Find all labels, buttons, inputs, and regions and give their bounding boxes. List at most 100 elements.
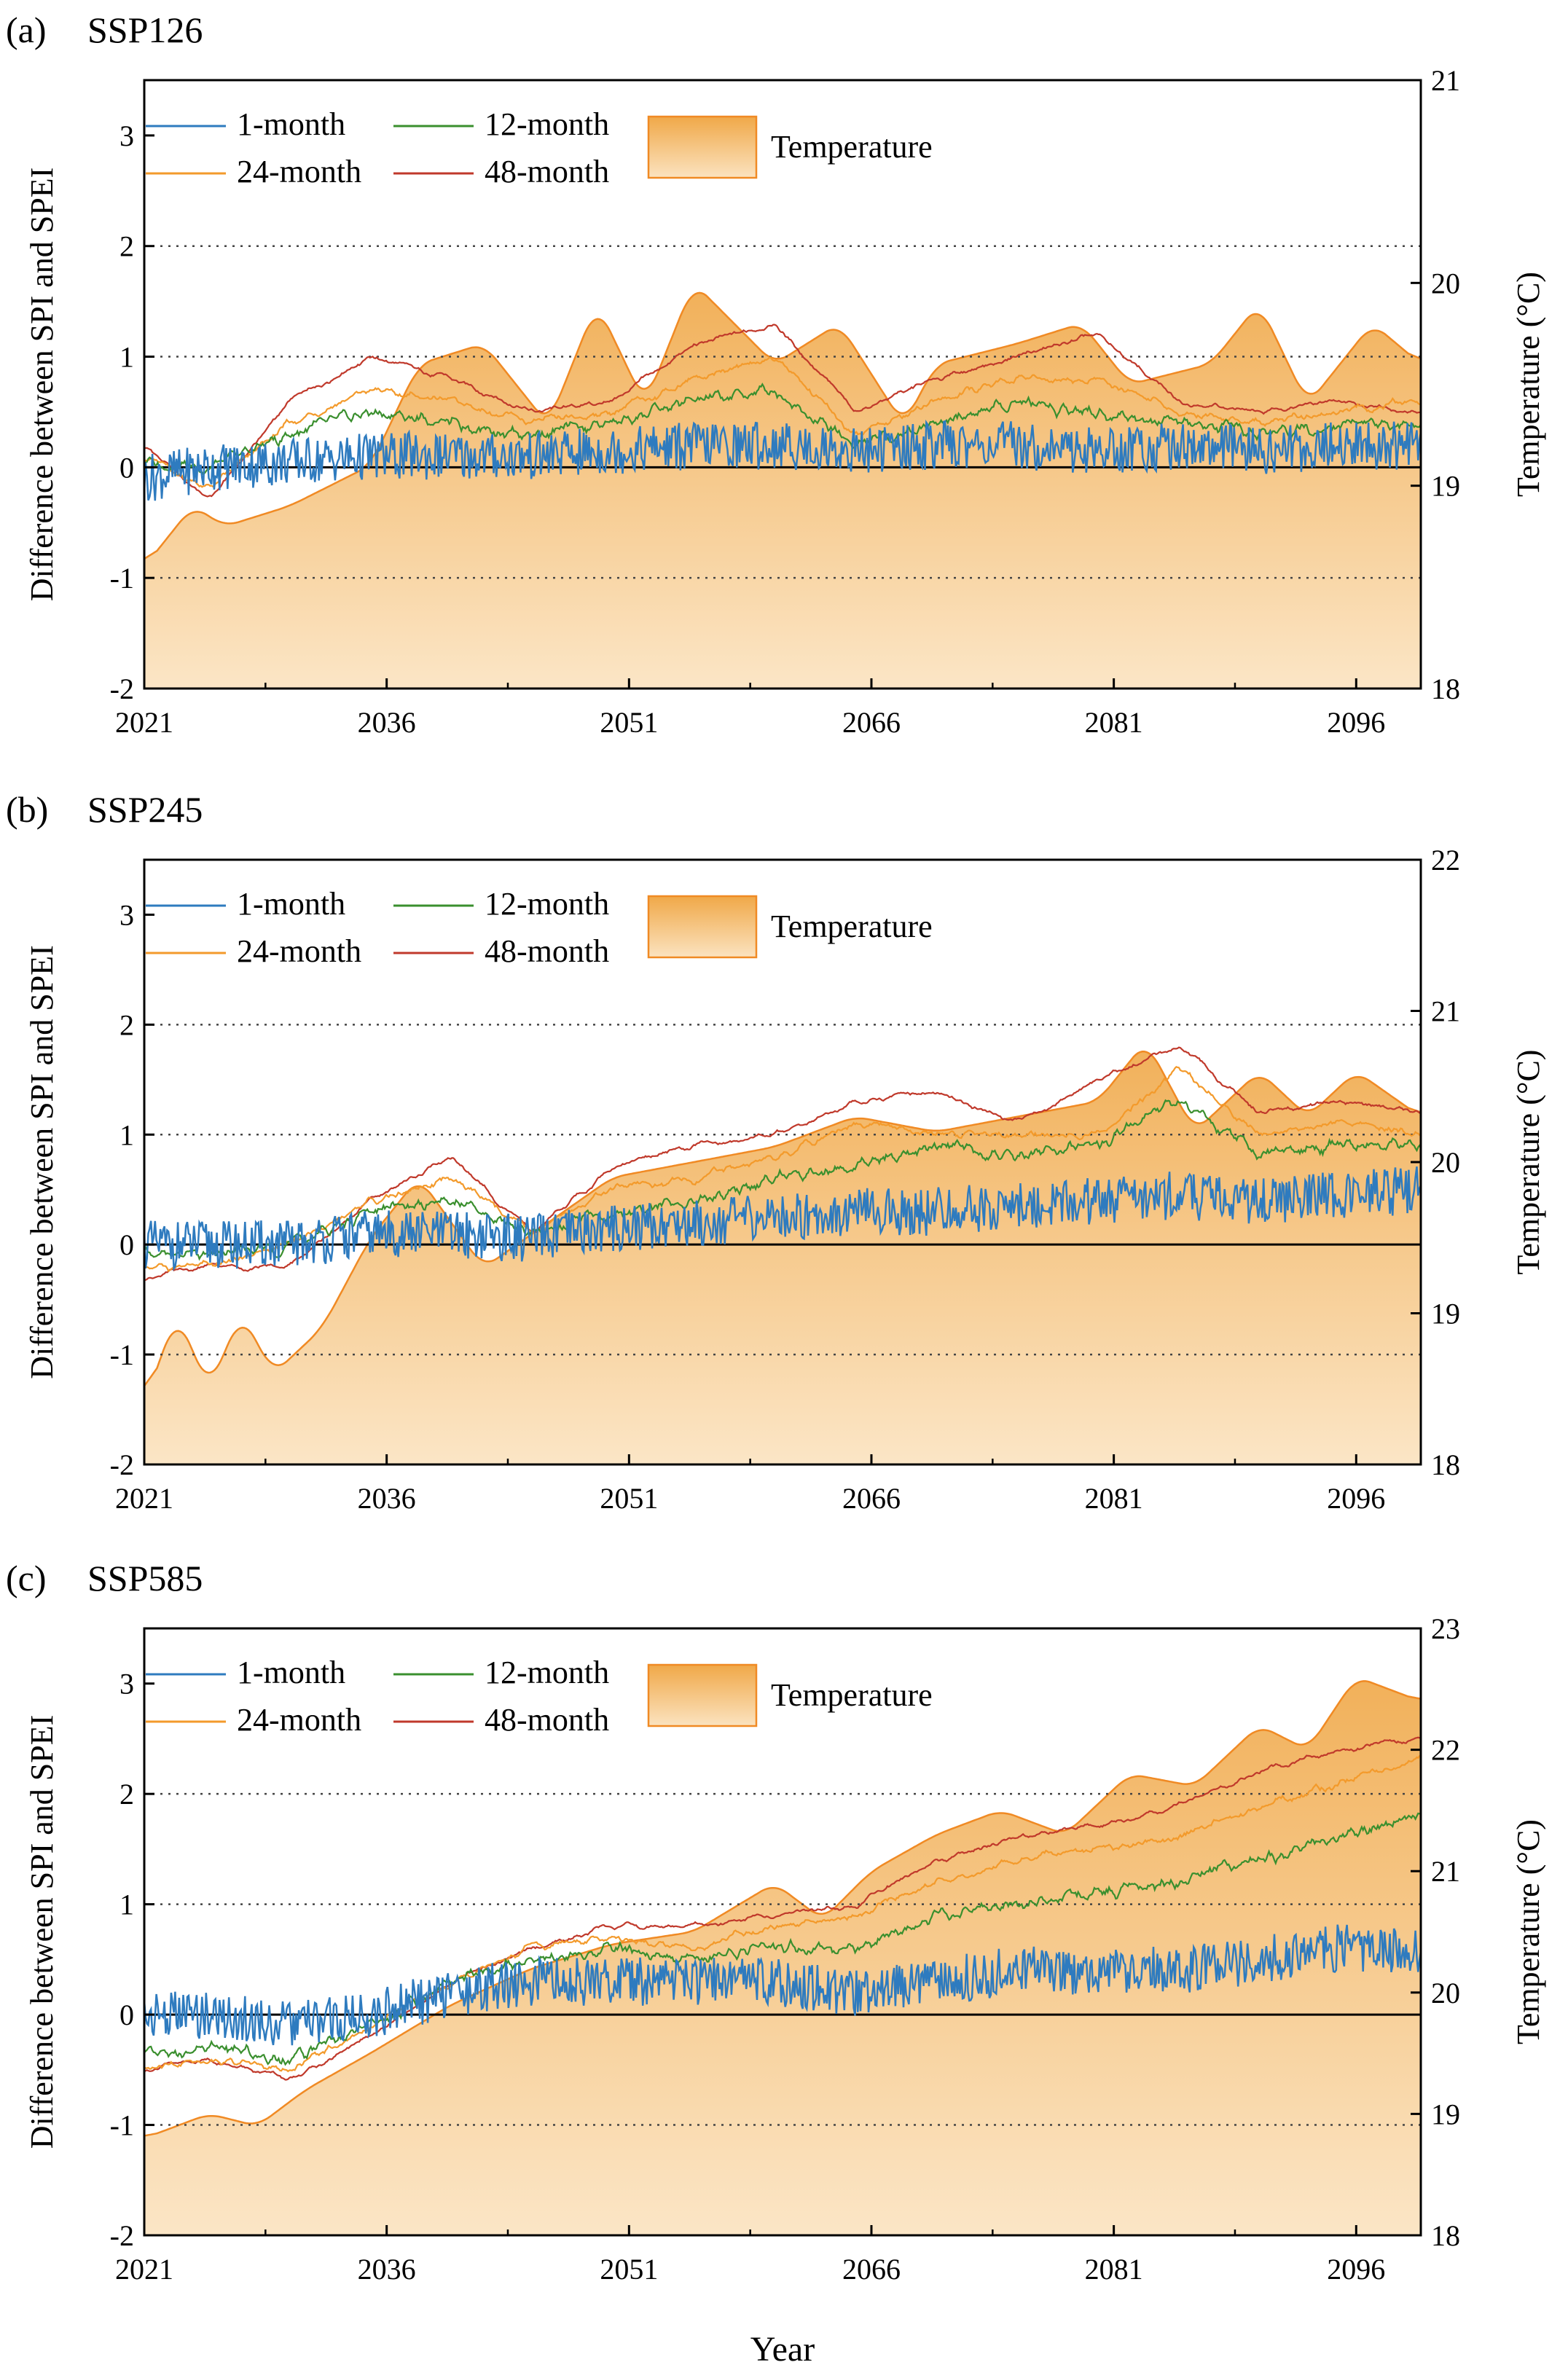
y2-tick-label: 20 xyxy=(1431,1977,1460,2009)
y2-axis-label: Temperature (°C) xyxy=(1510,1819,1546,2044)
y2-tick-label: 23 xyxy=(1431,1612,1460,1645)
y2-tick-label: 18 xyxy=(1431,1448,1460,1481)
y-tick-label: -2 xyxy=(110,1448,134,1481)
y-tick-label: 1 xyxy=(119,341,134,374)
legend-label: 12-month xyxy=(485,106,609,142)
series-line-48-month xyxy=(144,323,1422,498)
legend-swatch-temperature xyxy=(647,895,758,959)
x-tick-label: 2096 xyxy=(1327,2253,1385,2286)
y-axis-label: Difference between SPI and SPEI xyxy=(24,168,60,601)
panel-label: (c) xyxy=(6,1558,47,1599)
legend-label: Temperature xyxy=(771,1677,933,1713)
y2-tick-label: 19 xyxy=(1431,2098,1460,2130)
y2-tick-label: 19 xyxy=(1431,470,1460,503)
x-tick-label: 2051 xyxy=(600,1482,658,1515)
x-tick-label: 2021 xyxy=(115,2253,173,2286)
temperature-area xyxy=(143,291,1422,690)
y-tick-label: 3 xyxy=(119,1668,134,1701)
y2-tick-label: 18 xyxy=(1431,672,1460,705)
legend-label: Temperature xyxy=(771,129,933,165)
x-tick-label: 2051 xyxy=(600,2253,658,2286)
legend-swatch-temperature xyxy=(647,1663,758,1727)
series-line-48-month xyxy=(144,1736,1422,2081)
temperature-area xyxy=(143,1050,1422,1466)
y-tick-label: 1 xyxy=(119,1888,134,1921)
legend-label: 1-month xyxy=(237,1655,345,1690)
x-tick-label: 2081 xyxy=(1085,1482,1143,1515)
y-tick-label: -2 xyxy=(110,672,134,705)
series-line-48-month xyxy=(144,1046,1422,1282)
panel-title: SSP126 xyxy=(87,9,203,50)
x-tick-label: 2036 xyxy=(358,706,416,739)
panel-label: (a) xyxy=(6,9,47,50)
temperature-area xyxy=(143,1680,1422,2237)
plot-frame xyxy=(143,1627,1422,2237)
y2-tick-label: 22 xyxy=(1431,1734,1460,1767)
y-axis-label: Difference between SPI and SPEI xyxy=(24,945,60,1378)
legend-swatch-temperature xyxy=(647,115,758,179)
y-tick-label: 2 xyxy=(119,1008,134,1041)
x-tick-label: 2081 xyxy=(1085,2253,1143,2286)
y2-tick-label: 22 xyxy=(1431,844,1460,876)
x-tick-label: 2066 xyxy=(842,1482,901,1515)
x-tick-label: 2036 xyxy=(358,2253,416,2286)
series-line-12-month xyxy=(144,1099,1422,1261)
x-tick-label: 2081 xyxy=(1085,706,1143,739)
y2-tick-label: 20 xyxy=(1431,1146,1460,1179)
y-tick-label: -1 xyxy=(110,2109,134,2142)
y2-tick-label: 19 xyxy=(1431,1298,1460,1330)
series-line-1-month xyxy=(143,1924,1422,2046)
series-line-24-month xyxy=(144,1754,1422,2073)
series-line-12-month xyxy=(143,383,1422,476)
y2-tick-label: 21 xyxy=(1431,64,1460,97)
y-tick-label: 3 xyxy=(119,898,134,931)
series-line-24-month xyxy=(144,356,1422,488)
legend-label: Temperature xyxy=(771,909,933,944)
y2-axis-label: Temperature (°C) xyxy=(1510,1050,1546,1275)
y-tick-label: 0 xyxy=(119,1228,134,1261)
y2-tick-label: 18 xyxy=(1431,2219,1460,2252)
y-tick-label: -1 xyxy=(110,562,134,595)
panel-title: SSP585 xyxy=(87,1558,203,1599)
y-tick-label: 3 xyxy=(119,119,134,152)
legend-label: 24-month xyxy=(237,933,361,969)
y-tick-label: -1 xyxy=(110,1338,134,1371)
x-tick-label: 2096 xyxy=(1327,706,1385,739)
x-axis-label: Year xyxy=(750,2330,815,2369)
x-tick-label: 2066 xyxy=(842,706,901,739)
x-tick-label: 2066 xyxy=(842,2253,901,2286)
y2-tick-label: 20 xyxy=(1431,267,1460,299)
y-tick-label: 0 xyxy=(119,1999,134,2031)
x-tick-label: 2021 xyxy=(115,1482,173,1515)
y-tick-label: -2 xyxy=(110,2219,134,2252)
y2-tick-label: 21 xyxy=(1431,1855,1460,1888)
series-line-1-month xyxy=(143,419,1422,501)
legend: 1-month 12-month 24-month 48-month Temperatu… xyxy=(146,1655,933,1738)
plot-frame xyxy=(143,79,1422,690)
x-tick-label: 2036 xyxy=(358,1482,416,1515)
y-axis-label: Difference between SPI and SPEI xyxy=(24,1715,60,2149)
legend-label: 48-month xyxy=(485,154,609,189)
y-tick-label: 0 xyxy=(119,451,134,484)
x-tick-label: 2021 xyxy=(115,706,173,739)
y-tick-label: 2 xyxy=(119,230,134,263)
y-tick-label: 1 xyxy=(119,1118,134,1151)
panel-title: SSP245 xyxy=(87,789,203,830)
panel-label: (b) xyxy=(6,789,48,830)
x-tick-label: 2051 xyxy=(600,706,658,739)
legend-label: 1-month xyxy=(237,106,345,142)
legend-label: 24-month xyxy=(237,1702,361,1738)
legend-label: 24-month xyxy=(237,154,361,189)
series-line-1-month xyxy=(143,1166,1422,1271)
series-line-24-month xyxy=(144,1066,1422,1273)
legend: 1-month 12-month 24-month 48-month Temperatu… xyxy=(146,106,933,189)
y-tick-label: 2 xyxy=(119,1778,134,1811)
y2-tick-label: 21 xyxy=(1431,995,1460,1028)
legend: 1-month 12-month 24-month 48-month Temperatu… xyxy=(146,886,933,969)
legend-label: 1-month xyxy=(237,886,345,922)
legend-label: 12-month xyxy=(485,1655,609,1690)
